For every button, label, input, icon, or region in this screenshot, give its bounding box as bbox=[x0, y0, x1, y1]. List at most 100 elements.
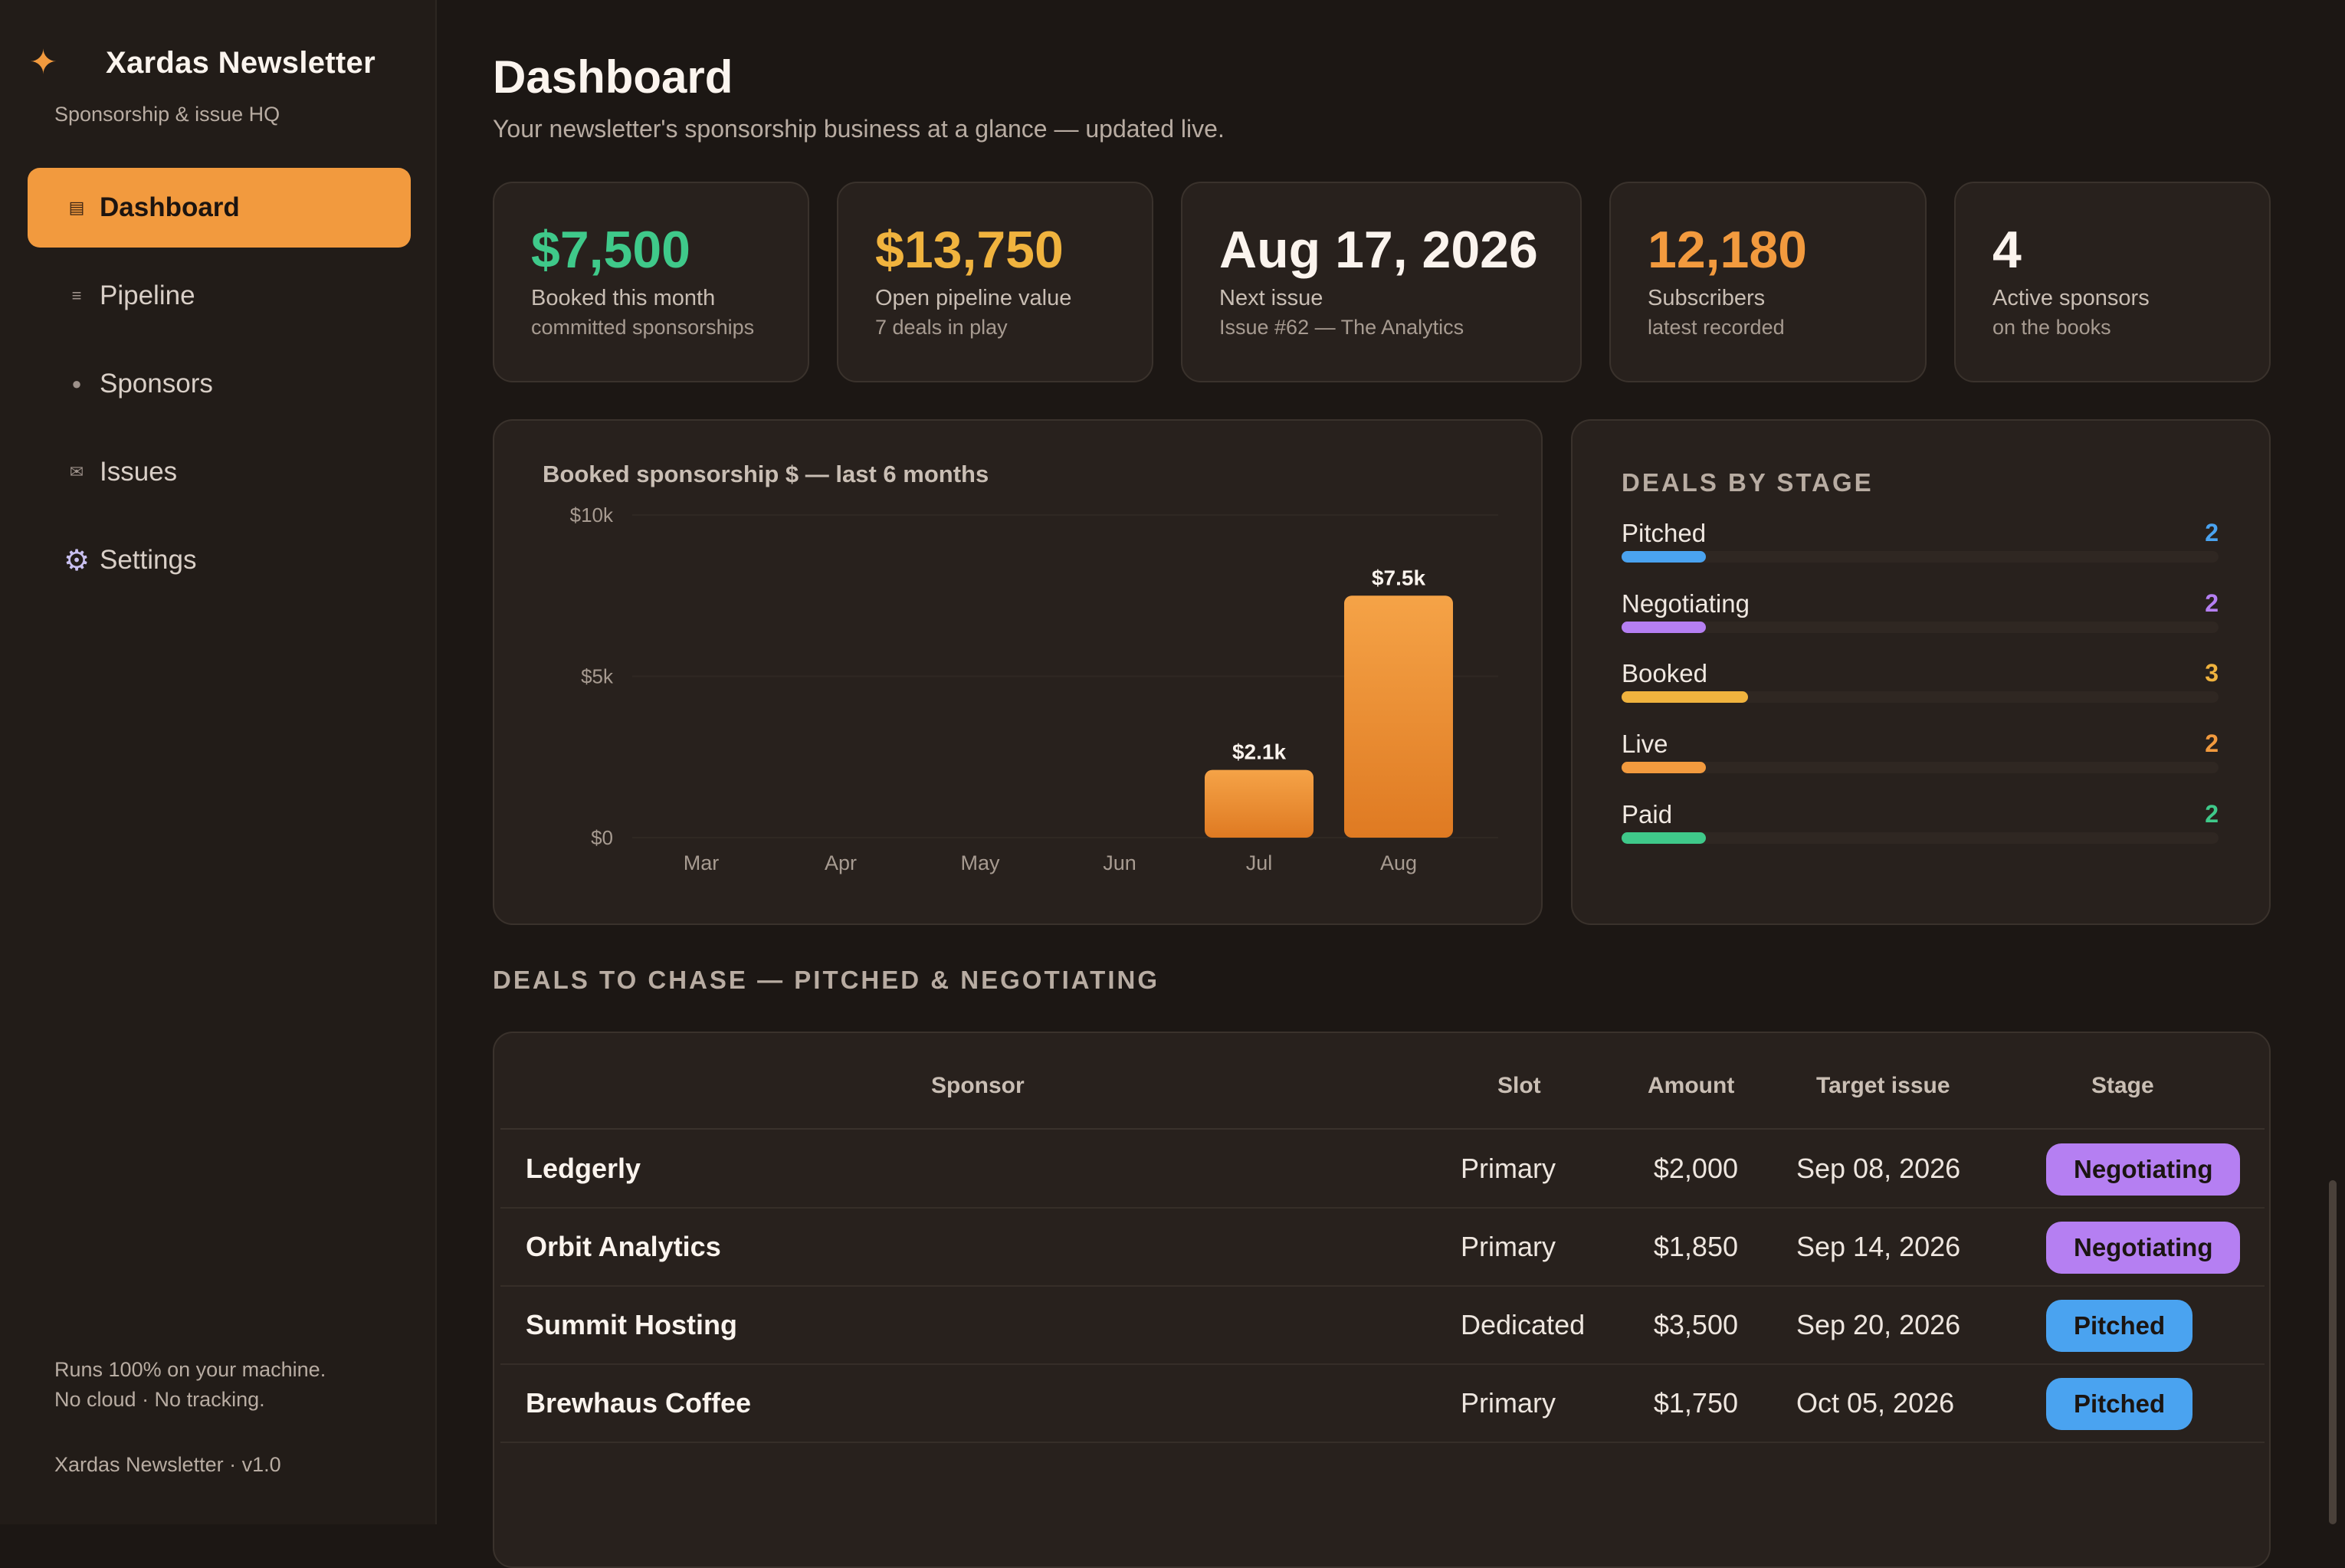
stage-bar-fill bbox=[1622, 691, 1749, 703]
stage-bar-track bbox=[1622, 762, 2219, 773]
stage-bar-track bbox=[1622, 551, 2219, 563]
x-tick-label: Jul bbox=[1246, 851, 1273, 874]
stage-name: Booked bbox=[1622, 659, 1707, 687]
kpi-label: Active sponsors bbox=[1992, 286, 2150, 310]
amount-cell: $1,850 bbox=[1653, 1231, 1738, 1262]
stage-count: 2 bbox=[2205, 589, 2219, 617]
kpi-sub: Issue #62 — The Analytics bbox=[1219, 316, 1464, 339]
stage-badge[interactable]: Negotiating bbox=[2046, 1143, 2241, 1196]
stage-bar-fill bbox=[1622, 762, 1707, 773]
column-target-issue[interactable]: Target issue bbox=[1816, 1073, 1950, 1098]
x-tick-label: Mar bbox=[684, 851, 720, 874]
stage-name: Paid bbox=[1622, 800, 1673, 828]
deals-table: Sponsor Slot Amount Target issue Stage L… bbox=[493, 1032, 2271, 1568]
kpi-next-issue: Aug 17, 2026 Next issue Issue #62 — The … bbox=[1181, 182, 1582, 382]
table-row[interactable]: Orbit Analytics Primary $1,850 Sep 14, 2026… bbox=[500, 1208, 2265, 1287]
table-row[interactable]: Brewhaus Coffee Primary $1,750 Oct 05, 2026… bbox=[500, 1364, 2265, 1443]
stage-name: Pitched bbox=[1622, 519, 1707, 547]
column-sponsor[interactable]: Sponsor bbox=[931, 1073, 1025, 1098]
kpi-sub: on the books bbox=[1992, 316, 2111, 339]
sidebar-item-settings[interactable]: ⚙ Settings bbox=[28, 520, 411, 600]
stage-count: 2 bbox=[2205, 800, 2219, 828]
sidebar-nav: ▤ Dashboard ≡ Pipeline ● Sponsors ✉ Issu… bbox=[28, 168, 411, 609]
newsletter-icon: ▤ bbox=[68, 198, 85, 217]
dot-icon: ● bbox=[71, 374, 82, 393]
bar-aug[interactable] bbox=[1344, 595, 1453, 838]
stage-count: 2 bbox=[2205, 730, 2219, 757]
sponsor-name: Orbit Analytics bbox=[526, 1231, 721, 1262]
stage-badge[interactable]: Negotiating bbox=[2046, 1222, 2241, 1274]
stage-bar-track bbox=[1622, 622, 2219, 633]
x-tick-label: Jun bbox=[1103, 851, 1136, 874]
page-scrollbar[interactable] bbox=[2329, 1180, 2337, 1524]
sidebar-item-label: Issues bbox=[100, 457, 178, 487]
brand-subtitle: Sponsorship & issue HQ bbox=[54, 103, 280, 126]
sponsorship-bar-chart: $0 $5k $10k Mar Apr May Jun $2.1k Jul $7.5k Aug bbox=[570, 504, 1498, 874]
bar-data-label: $2.1k bbox=[1232, 740, 1286, 764]
stage-row-paid: Paid 2 bbox=[1622, 800, 2219, 851]
app-version: Xardas Newsletter · v1.0 bbox=[54, 1453, 281, 1476]
column-amount[interactable]: Amount bbox=[1648, 1073, 1735, 1098]
slot-cell: Primary bbox=[1461, 1387, 1556, 1419]
brand: ✦ Xardas Newsletter bbox=[29, 40, 376, 86]
sponsor-name: Ledgerly bbox=[526, 1153, 641, 1184]
target-issue-cell: Sep 14, 2026 bbox=[1796, 1231, 1961, 1262]
bar-jul[interactable] bbox=[1205, 769, 1314, 838]
table-row[interactable]: Summit Hosting Dedicated $3,500 Sep 20, 202… bbox=[500, 1286, 2265, 1365]
kpi-active-sponsors: 4 Active sponsors on the books bbox=[1954, 182, 2271, 382]
slot-cell: Primary bbox=[1461, 1153, 1556, 1184]
kpi-value: 4 bbox=[1992, 221, 2022, 279]
envelope-icon: ✉ bbox=[69, 462, 84, 481]
sidebar-item-label: Settings bbox=[100, 545, 197, 575]
chart-title: Booked sponsorship $ — last 6 months bbox=[543, 461, 989, 487]
y-tick-label: $5k bbox=[581, 665, 614, 688]
sparkle-icon: ✦ bbox=[29, 44, 57, 81]
stage-count: 2 bbox=[2205, 519, 2219, 546]
sidebar-item-issues[interactable]: ✉ Issues bbox=[28, 432, 411, 512]
stage-name: Live bbox=[1622, 730, 1668, 758]
kpi-value: Aug 17, 2026 bbox=[1219, 221, 1538, 279]
kpi-value: $13,750 bbox=[875, 221, 1064, 279]
stage-row-booked: Booked 3 bbox=[1622, 659, 2219, 710]
kpi-booked-this-month: $7,500 Booked this month committed spons… bbox=[493, 182, 809, 382]
y-tick-label: $0 bbox=[591, 826, 613, 849]
target-issue-cell: Sep 20, 2026 bbox=[1796, 1309, 1961, 1340]
privacy-note: Runs 100% on your machine. No cloud · No… bbox=[54, 1355, 326, 1415]
sidebar-item-dashboard[interactable]: ▤ Dashboard bbox=[28, 168, 411, 248]
x-tick-label: Apr bbox=[825, 851, 857, 874]
x-tick-label: Aug bbox=[1380, 851, 1417, 874]
stage-bar-track bbox=[1622, 691, 2219, 703]
gear-icon: ⚙ bbox=[63, 544, 90, 577]
stage-bar-fill bbox=[1622, 551, 1707, 563]
stage-row-pitched: Pitched 2 bbox=[1622, 519, 2219, 569]
stage-badge[interactable]: Pitched bbox=[2046, 1300, 2193, 1352]
bar-data-label: $7.5k bbox=[1372, 566, 1425, 589]
kpi-label: Next issue bbox=[1219, 286, 1323, 310]
column-stage[interactable]: Stage bbox=[2091, 1073, 2154, 1098]
kpi-sub: latest recorded bbox=[1648, 316, 1785, 339]
kpi-subscribers: 12,180 Subscribers latest recorded bbox=[1609, 182, 1927, 382]
stage-count: 3 bbox=[2205, 659, 2219, 687]
sidebar-item-label: Pipeline bbox=[100, 280, 195, 310]
sidebar-item-label: Dashboard bbox=[100, 192, 240, 222]
sidebar-item-sponsors[interactable]: ● Sponsors bbox=[28, 344, 411, 424]
sponsor-name: Brewhaus Coffee bbox=[526, 1387, 752, 1419]
stage-row-negotiating: Negotiating 2 bbox=[1622, 589, 2219, 640]
privacy-line-1: Runs 100% on your machine. bbox=[54, 1358, 326, 1381]
kpi-row: $7,500 Booked this month committed spons… bbox=[493, 182, 2271, 382]
kpi-label: Subscribers bbox=[1648, 286, 1766, 310]
column-slot[interactable]: Slot bbox=[1497, 1073, 1541, 1098]
stage-badge[interactable]: Pitched bbox=[2046, 1378, 2193, 1430]
amount-cell: $2,000 bbox=[1653, 1153, 1738, 1184]
kpi-sub: committed sponsorships bbox=[531, 316, 755, 339]
table-row[interactable]: Ledgerly Primary $2,000 Sep 08, 2026 Negotia… bbox=[500, 1130, 2265, 1209]
privacy-line-2: No cloud · No tracking. bbox=[54, 1388, 265, 1411]
sidebar-item-pipeline[interactable]: ≡ Pipeline bbox=[28, 256, 411, 336]
target-issue-cell: Sep 08, 2026 bbox=[1796, 1153, 1961, 1184]
stage-row-live: Live 2 bbox=[1622, 730, 2219, 780]
page-title: Dashboard bbox=[493, 51, 733, 103]
slot-cell: Primary bbox=[1461, 1231, 1556, 1262]
target-issue-cell: Oct 05, 2026 bbox=[1796, 1387, 1955, 1419]
x-tick-label: May bbox=[960, 851, 1000, 874]
kpi-sub: 7 deals in play bbox=[875, 316, 1008, 339]
